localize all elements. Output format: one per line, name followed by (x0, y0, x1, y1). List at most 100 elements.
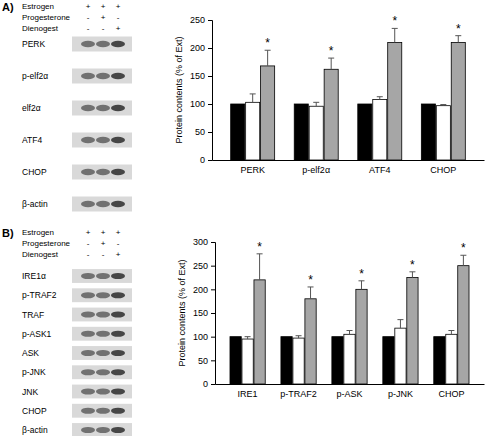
significance-mark: * (257, 240, 262, 254)
x-axis-line (213, 160, 485, 161)
error-line (400, 320, 401, 329)
y-tick: 200 (193, 285, 215, 295)
blot-band (96, 408, 110, 414)
error-line (412, 272, 413, 278)
blot-strip (72, 101, 132, 116)
error-line (361, 281, 362, 290)
y-tick-mark (208, 76, 212, 77)
treatment-sign: + (116, 250, 121, 259)
bar (407, 278, 418, 385)
blot-band (111, 273, 125, 279)
significance-mark: * (456, 22, 461, 36)
blot-strip (72, 37, 132, 52)
y-tick: 50 (198, 356, 215, 366)
bar (242, 339, 253, 384)
blot-band (81, 292, 95, 298)
x-tick: p-TRAF2 (280, 389, 317, 399)
blot-band (111, 292, 125, 298)
blot-band (81, 273, 95, 279)
treatment-sign: - (117, 239, 120, 248)
significance-mark: * (265, 36, 270, 50)
blot-band (81, 105, 95, 112)
bar (434, 337, 445, 384)
blot-band (96, 369, 110, 375)
x-axis: PERKp-elf2αATF4CHOP (213, 161, 485, 176)
y-tick-label: 200 (190, 43, 205, 53)
error-cap (296, 335, 302, 336)
bar (309, 106, 323, 160)
significance-mark: * (410, 258, 415, 272)
blot-band (96, 201, 110, 208)
protein-label: p-elf2α (22, 71, 48, 81)
y-tick-label: 100 (190, 99, 205, 109)
y-tick-mark (208, 160, 212, 161)
error-bar (448, 331, 454, 335)
blot-panel: B)Estrogen+++Progesterone-+-Dienogest--+… (2, 227, 132, 436)
blot-band (96, 73, 110, 80)
y-tick-label: 250 (190, 15, 205, 25)
y-tick-mark (211, 313, 215, 314)
bar (230, 337, 241, 384)
error-bar (460, 255, 466, 265)
blot-band (81, 388, 95, 394)
error-cap (448, 330, 454, 331)
y-tick: 250 (190, 15, 212, 25)
y-tick: 50 (195, 127, 212, 137)
treatment-sign: + (116, 228, 121, 237)
x-tick-label: PERK (240, 165, 265, 175)
blot-band (111, 105, 125, 112)
error-bar (347, 331, 353, 335)
y-axis-line (208, 21, 213, 161)
x-tick: ATF4 (369, 165, 390, 175)
y-tick-mark (208, 48, 212, 49)
x-tick: p-JNK (388, 389, 413, 399)
treatment-label: Estrogen (22, 228, 54, 237)
blot-band (111, 369, 125, 375)
blot-band (96, 388, 110, 394)
error-bar (313, 102, 319, 106)
x-tick-label: CHOP (438, 389, 464, 399)
treatment-sign: - (87, 24, 90, 33)
error-bar (296, 336, 302, 338)
error-line (252, 94, 253, 102)
error-bar (392, 28, 398, 42)
error-cap (440, 104, 446, 105)
plot-marks (230, 254, 469, 384)
error-bar (358, 281, 364, 290)
y-tick: 100 (190, 99, 212, 109)
blot-band (96, 169, 110, 176)
y-tick-mark (211, 384, 215, 385)
treatment-sign: + (101, 239, 106, 248)
error-bar (409, 272, 415, 278)
blot-strip (72, 197, 132, 212)
treatment-sign: - (87, 239, 90, 248)
bar (324, 69, 338, 160)
x-tick: PERK (240, 165, 265, 175)
y-axis-title: Protein contents (% of Ext) (174, 36, 184, 143)
blot-band (81, 137, 95, 144)
blot-band (96, 350, 110, 356)
blot-band (111, 169, 125, 176)
bar (458, 266, 469, 384)
blot-band (81, 331, 95, 337)
plot-marks (231, 28, 466, 160)
y-tick-mark (211, 360, 215, 361)
error-bar (250, 94, 256, 102)
protein-label: JNK (22, 387, 38, 397)
bar (451, 42, 465, 160)
blot-band (111, 73, 125, 80)
treatment-label: Dienogest (22, 250, 59, 259)
treatment-sign: + (116, 2, 121, 11)
y-tick-mark (211, 266, 215, 267)
error-bar (265, 50, 271, 66)
y-tick: 300 (193, 237, 215, 247)
y-tick: 100 (193, 332, 215, 342)
treatment-sign: - (117, 13, 120, 22)
y-axis: 050100150200250300 (193, 237, 216, 389)
protein-label: CHOP (22, 167, 47, 177)
blot-band (111, 331, 125, 337)
x-tick-label: p-JNK (388, 389, 413, 399)
x-tick-label: p-TRAF2 (280, 389, 317, 399)
bar (294, 104, 308, 160)
y-tick-label: 150 (193, 308, 208, 318)
